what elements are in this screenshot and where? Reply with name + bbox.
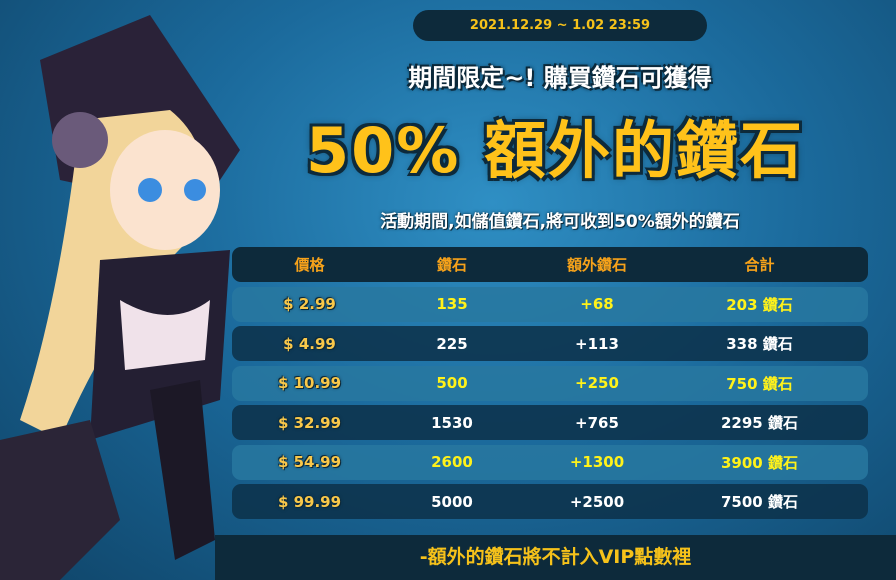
diamonds-cell: 225 — [436, 334, 468, 353]
total-cell: 3900 鑽石 — [721, 453, 798, 472]
bonus-cell: +765 — [575, 413, 619, 432]
table-row: $ 2.99 135 +68 203 鑽石 — [232, 286, 868, 322]
diamonds-cell: 500 — [436, 374, 468, 392]
price-cell: $ 4.99 — [283, 334, 336, 353]
price-cell: $ 99.99 — [277, 492, 342, 511]
table-row: $ 54.99 2600 +1300 3900 鑽石 — [232, 444, 868, 480]
table-row: $ 10.99 500 +250 750 鑽石 — [232, 365, 868, 401]
diamonds-cell: 2600 — [431, 453, 473, 471]
price-cell: $ 2.99 — [283, 295, 336, 313]
price-cell: $ 32.99 — [277, 413, 342, 432]
header-total: 合計 — [744, 256, 775, 274]
diamonds-cell: 5000 — [431, 492, 473, 511]
price-cell: $ 54.99 — [277, 453, 342, 471]
table-header: 價格 鑽石 額外鑽石 合計 — [232, 247, 868, 282]
diamonds-cell: 135 — [436, 295, 468, 313]
headline: 期間限定~! 購買鑽石可獲得 — [408, 64, 712, 92]
table-row: $ 4.99 225 +113 338 鑽石 — [232, 326, 868, 361]
bonus-cell: +1300 — [569, 453, 625, 471]
footer-note: -額外的鑽石將不計入VIP點數裡 — [215, 535, 896, 580]
total-cell: 338 鑽石 — [726, 335, 793, 353]
total-cell: 750 鑽石 — [726, 374, 793, 393]
character-illustration — [0, 15, 240, 580]
bonus-title: 50% 額外的鑽石 — [306, 114, 804, 187]
bonus-cell: +2500 — [569, 492, 625, 511]
total-cell: 7500 鑽石 — [721, 493, 798, 511]
header-price: 價格 — [294, 256, 325, 274]
bonus-cell: +250 — [575, 374, 619, 392]
header-bonus: 額外鑽石 — [566, 256, 627, 274]
table-row: $ 32.99 1530 +765 2295 鑽石 — [232, 405, 868, 440]
header-diamonds: 鑽石 — [436, 256, 467, 274]
diamonds-cell: 1530 — [431, 413, 473, 432]
description: 活動期間,如儲值鑽石,將可收到50%額外的鑽石 — [380, 212, 740, 232]
table-row: $ 99.99 5000 +2500 7500 鑽石 — [232, 484, 868, 519]
total-cell: 203 鑽石 — [726, 295, 793, 314]
price-table: 價格 鑽石 額外鑽石 合計 $ 2.99 135 +68 203 鑽石 $ 4.99 22… — [232, 247, 868, 524]
bonus-cell: +68 — [580, 295, 614, 313]
total-cell: 2295 鑽石 — [721, 414, 798, 432]
bonus-cell: +113 — [575, 334, 619, 353]
price-cell: $ 10.99 — [277, 374, 342, 392]
event-date-badge: 2021.12.29 ~ 1.02 23:59 — [413, 10, 707, 41]
